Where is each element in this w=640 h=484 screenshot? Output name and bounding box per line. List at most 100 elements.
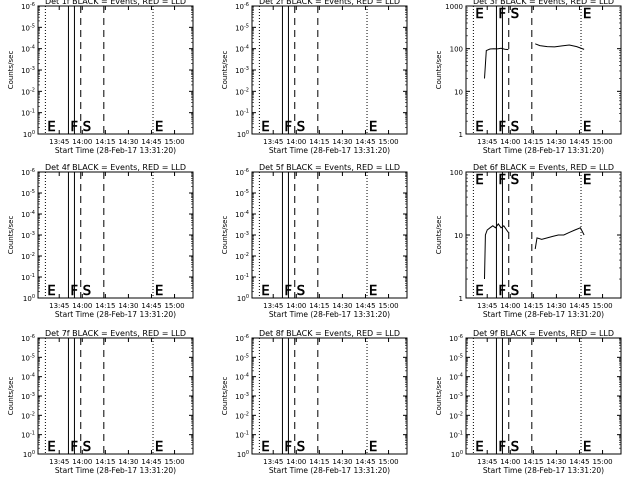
marker-label-top: S [511,7,519,22]
x-tick-label: 15:00 [164,458,184,466]
marker-label-bottom: E [261,440,269,455]
x-tick-label: 14:00 [286,138,306,146]
marker-label-top: S [511,173,519,188]
panel-title: Det 3f BLACK = Events, RED = LLD [473,0,614,6]
x-tick-label: 14:00 [72,458,92,466]
y-tick-label: 10-5 [21,353,35,362]
y-tick-label: 10-5 [21,189,35,198]
marker-label-bottom: E [47,440,55,455]
x-tick-label: 14:45 [141,302,161,310]
y-axis-label: Counts/sec [7,51,15,90]
x-tick-label: 14:00 [500,458,520,466]
series-line-1 [484,223,509,280]
x-tick-label: 13:45 [263,138,283,146]
marker-label-top: E [583,7,591,22]
y-tick-label: 100 [237,450,249,459]
x-tick-label: 14:00 [72,138,92,146]
x-tick-label: 15:00 [592,458,612,466]
det-panel-4: Det 4f BLACK = Events, RED = LLD 100 10-1 1… [7,163,194,319]
marker-label-bottom: F [284,440,291,455]
x-tick-label: 14:45 [569,458,589,466]
x-tick-label: 15:00 [378,458,398,466]
marker-label-top: E [475,173,483,188]
x-tick-label: 14:45 [355,458,375,466]
y-tick-label: 10-3 [235,231,249,240]
x-tick-label: 13:45 [49,138,69,146]
y-tick-label: 100 [450,46,463,54]
y-tick-label: 100 [23,130,35,139]
y-tick-label: 100 [450,169,463,177]
y-tick-label: 10-2 [21,87,35,96]
x-tick-label: 14:45 [355,302,375,310]
x-tick-label: 14:15 [309,138,329,146]
det-panel-1: Det 1f BLACK = Events, RED = LLD 100 10-1 1… [7,0,194,155]
panel-title: Det 2f BLACK = Events, RED = LLD [259,0,400,6]
marker-label-bottom: E [47,120,55,135]
marker-label-bottom: F [70,120,77,135]
det-panel-7: Det 7f BLACK = Events, RED = LLD 100 10-1 1… [7,329,194,475]
y-tick-label: 10-6 [235,334,249,343]
y-axis-label: Counts/sec [221,51,229,90]
plot-frame [251,337,408,455]
marker-label-bottom: F [498,440,505,455]
marker-label-bottom: E [261,284,269,299]
x-axis-label: Start Time (28-Feb-17 13:31:20) [483,310,604,319]
panel-title: Det 8f BLACK = Events, RED = LLD [259,329,400,338]
y-tick-label: 10-5 [21,23,35,32]
marker-label-bottom: S [511,120,519,135]
y-tick-label: 10-1 [449,431,463,440]
marker-label-bottom: E [583,120,591,135]
x-axis-label: Start Time (28-Feb-17 13:31:20) [55,146,176,155]
marker-label-bottom: E [369,120,377,135]
x-tick-label: 13:45 [49,458,69,466]
y-tick-label: 10-3 [21,231,35,240]
panel-title: Det 6f BLACK = Events, RED = LLD [473,163,614,172]
y-axis-label: Counts/sec [435,377,443,416]
y-tick-label: 10-4 [235,45,249,54]
y-tick-label: 1000 [445,3,463,11]
y-tick-label: 100 [23,294,35,303]
y-tick-label: 10-4 [21,45,35,54]
marker-label-bottom: E [583,284,591,299]
y-tick-label: 10-4 [449,373,463,382]
x-tick-label: 14:00 [500,138,520,146]
y-tick-label: 10-3 [235,392,249,401]
y-tick-label: 10-6 [449,334,463,343]
x-axis-label: Start Time (28-Feb-17 13:31:20) [269,146,390,155]
marker-label-bottom: E [369,440,377,455]
x-tick-label: 13:45 [263,458,283,466]
x-axis-label: Start Time (28-Feb-17 13:31:20) [55,466,176,475]
x-tick-label: 13:45 [49,302,69,310]
panel-title: Det 5f BLACK = Events, RED = LLD [259,163,400,172]
x-tick-label: 14:30 [118,302,138,310]
x-tick-label: 14:00 [72,302,92,310]
plot-frame [251,5,408,135]
marker-label-bottom: S [83,120,91,135]
x-tick-label: 13:45 [477,302,497,310]
marker-label-top: F [498,173,505,188]
y-axis-label: Counts/sec [7,377,15,416]
x-tick-label: 13:45 [477,458,497,466]
y-tick-label: 10-3 [235,66,249,75]
x-tick-label: 14:15 [95,458,115,466]
marker-label-bottom: E [261,120,269,135]
y-tick-label: 10-3 [21,392,35,401]
marker-label-bottom: F [70,284,77,299]
y-tick-label: 10-5 [449,353,463,362]
x-tick-label: 14:30 [546,138,566,146]
x-axis-label: Start Time (28-Feb-17 13:31:20) [55,310,176,319]
y-axis-label: Counts/sec [221,377,229,416]
series-line-2 [535,43,585,50]
x-tick-label: 15:00 [592,302,612,310]
x-axis-label: Start Time (28-Feb-17 13:31:20) [483,466,604,475]
x-tick-label: 14:30 [332,138,352,146]
det-panel-6: Det 6f BLACK = Events, RED = LLD 1 10 100 Co… [435,163,622,319]
y-tick-label: 10-5 [235,23,249,32]
y-tick-label: 10-4 [21,373,35,382]
x-tick-label: 14:15 [523,138,543,146]
y-tick-label: 10-5 [235,189,249,198]
y-tick-label: 100 [237,294,249,303]
plot-frame [37,171,194,299]
